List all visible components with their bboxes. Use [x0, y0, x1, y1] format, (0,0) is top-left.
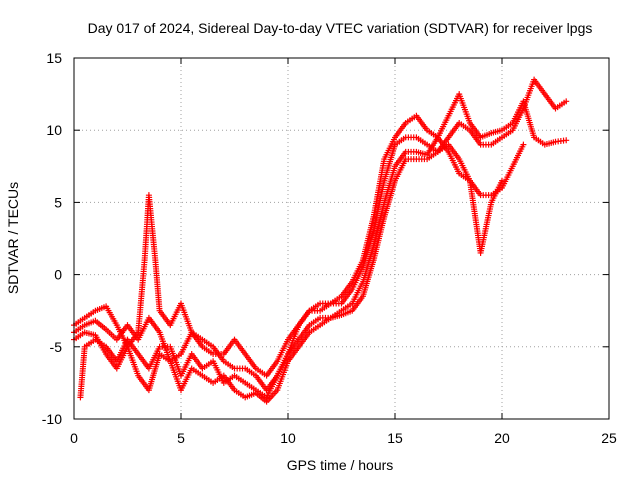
x-tick-label: 5	[177, 430, 185, 446]
data-points	[71, 76, 570, 405]
x-tick-label: 10	[280, 430, 296, 446]
x-tick-labels: 0 5 10 15 20 25	[70, 430, 617, 446]
x-tick-label: 20	[494, 430, 510, 446]
y-tick-labels: -10 -5 0 5 10 15	[42, 50, 62, 427]
x-axis-label: GPS time / hours	[287, 457, 394, 473]
y-axis-label: SDTVAR / TECUs	[5, 182, 21, 294]
y-tick-label: -10	[42, 411, 62, 427]
y-tick-label: 5	[54, 194, 62, 210]
y-tick-label: 15	[46, 50, 62, 66]
x-tick-label: 15	[387, 430, 403, 446]
x-tick-label: 25	[601, 430, 617, 446]
chart-title: Day 017 of 2024, Sidereal Day-to-day VTE…	[88, 20, 593, 36]
x-tick-label: 0	[70, 430, 78, 446]
data-point	[520, 141, 527, 148]
data-point	[563, 137, 570, 144]
data-point	[499, 177, 505, 184]
y-tick-label: 0	[54, 267, 62, 283]
axis-ticks	[73, 57, 610, 420]
y-tick-label: 10	[46, 122, 62, 138]
y-tick-label: -5	[50, 339, 63, 355]
data-point	[563, 98, 570, 105]
plot-frame	[73, 57, 610, 420]
